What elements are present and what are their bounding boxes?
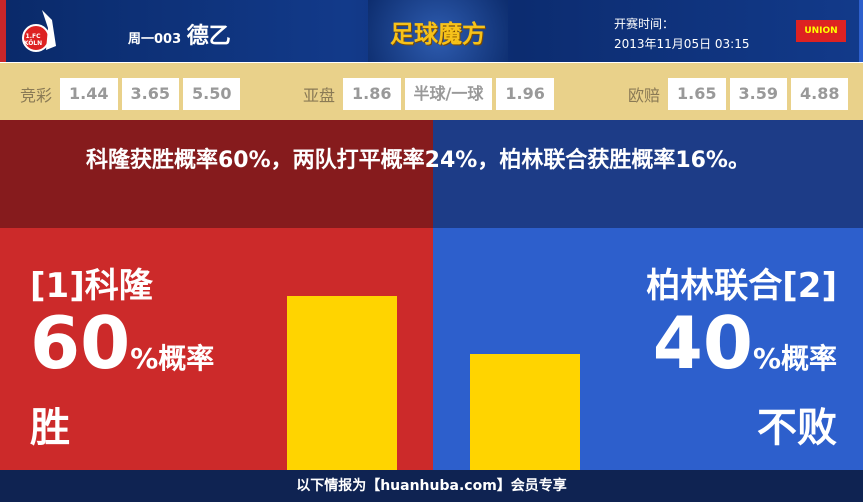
kickoff: 开赛时间： 2013年11月05日 03:15 [614, 17, 750, 51]
away-team: 柏林联合[2] 40%概率 不败 [646, 266, 837, 451]
match-header: 1.FC KÖLN 周一003 德乙 足球魔方 开赛时间： 2013年11月05日… [0, 0, 863, 62]
brand-logo: 足球魔方 [368, 0, 508, 62]
league-info: 周一003 德乙 [128, 24, 231, 49]
odds-asian: 亚盘 1.86 半球/一球 1.96 [303, 78, 554, 110]
home-team-logo [22, 10, 56, 52]
home-team-logo-text: 1.FC KÖLN [23, 33, 43, 47]
summary-bg-away [433, 120, 863, 228]
away-probability-bar [470, 354, 580, 470]
probability-summary: 科隆获胜概率60%，两队打平概率24%，柏林联合获胜概率16%。 [86, 148, 750, 173]
member-footer: 以下情报为【huanhuba.com】会员专享 [0, 470, 863, 502]
odds-jingcai: 竞彩 1.44 3.65 5.50 [20, 78, 241, 110]
summary-bg-home [0, 120, 433, 228]
home-probability-bar [287, 296, 397, 470]
odds-euro: 欧赔 1.65 3.59 4.88 [628, 78, 849, 110]
away-team-logo: UNION [796, 20, 846, 42]
home-team: [1]科隆 60%概率 胜 [30, 266, 215, 451]
odds-bar: 竞彩 1.44 3.65 5.50 亚盘 1.86 半球/一球 1.96 欧赔 … [0, 62, 863, 120]
